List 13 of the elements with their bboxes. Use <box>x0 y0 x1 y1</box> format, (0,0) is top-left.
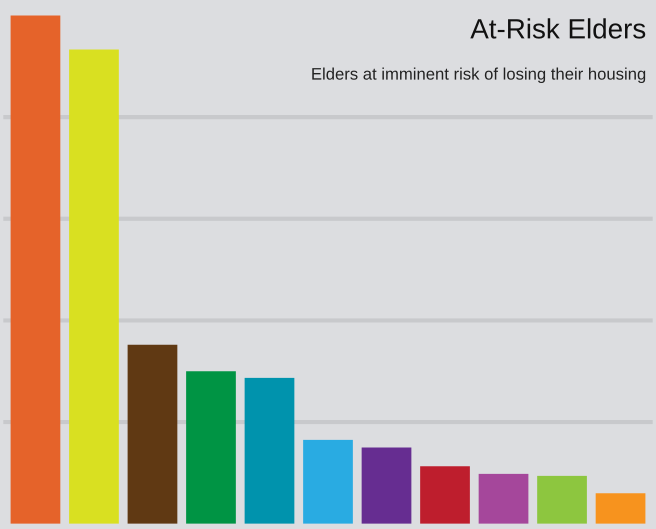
text: Elders at imminent risk of losing their housing <box>312 68 646 84</box>
bar <box>10 15 60 524</box>
bar <box>596 493 646 524</box>
bar <box>128 344 178 524</box>
bar <box>420 466 470 524</box>
bar <box>303 440 353 524</box>
bar <box>69 50 119 524</box>
bar <box>537 476 587 524</box>
bar <box>244 378 294 524</box>
bar <box>478 474 528 524</box>
chart-title: At-Risk Elders <box>470 18 646 39</box>
bar <box>362 447 412 524</box>
bar <box>186 371 236 524</box>
